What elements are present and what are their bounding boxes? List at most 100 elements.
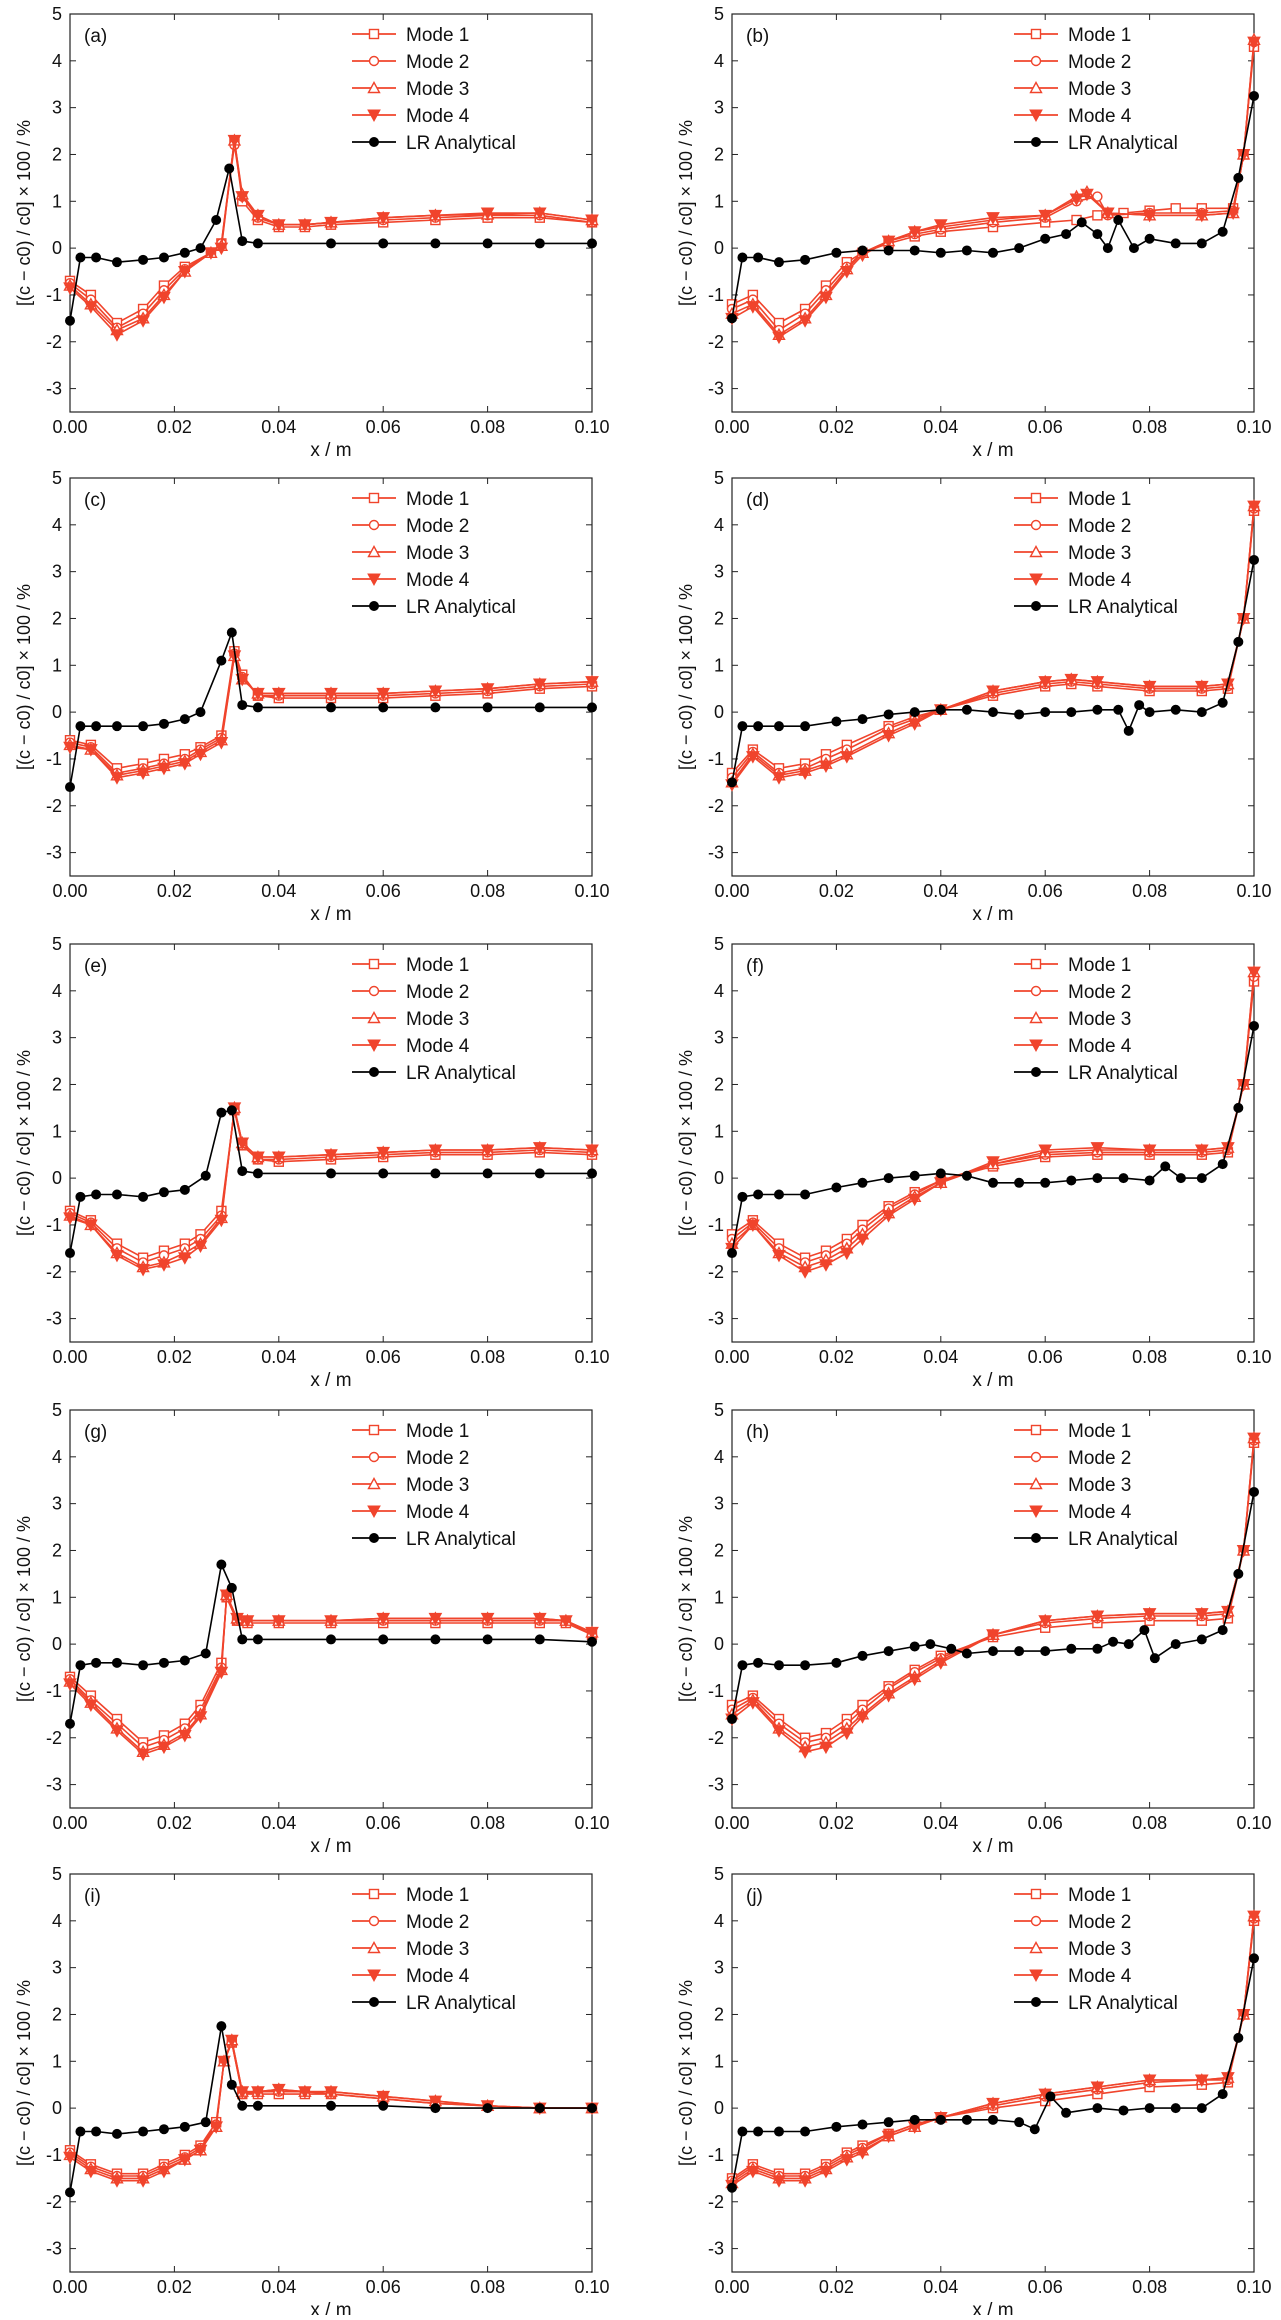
series-line [731,1438,1255,1748]
series-line [731,1918,1255,2182]
data-point [1194,1144,1209,1158]
data-point [1249,1486,1259,1497]
data-point [773,2126,784,2137]
data-point [839,751,854,764]
series-mode-2 [726,1913,1260,2186]
y-tick-label: 5 [714,1400,724,1420]
series-lr-analytical [727,1020,1259,1259]
y-tick-label: 2 [52,144,62,164]
legend-marker [1029,81,1043,94]
data-point [1066,1643,1077,1654]
data-point [1144,1175,1155,1186]
y-tick-label: 5 [714,1864,724,1884]
legend-label: Mode 3 [1068,543,1131,564]
data-point [91,1189,102,1200]
data-point [1196,2103,1207,2114]
series-lr-analytical [65,1105,597,1259]
data-point [772,331,786,345]
data-point [727,313,737,324]
legend-marker [1029,1505,1043,1519]
data-point [84,1219,98,1232]
legend-marker [1030,1424,1042,1436]
data-point [75,1660,86,1671]
series-line [731,1916,1255,2184]
series-mode-3 [63,1588,599,1758]
data-point [1233,636,1244,647]
data-point [532,678,547,692]
data-point [110,1725,124,1738]
legend-label: Mode 4 [1068,106,1132,127]
data-point [1144,707,1155,718]
data-point [324,687,338,701]
y-tick-label: 1 [52,191,62,211]
y-tick-label: 2 [714,608,724,628]
legend: Mode 1 Mode 2 Mode 3 Mode 4 LR Analytical [1014,955,1178,1084]
data-point [1102,243,1113,254]
data-point [1090,2081,1105,2095]
x-tick-label: 0.08 [1132,1813,1167,1833]
data-point [839,1727,854,1741]
x-tick-label: 0.04 [261,1813,296,1833]
data-point [961,1170,972,1181]
data-point [298,219,312,232]
series-lr-analytical [727,1953,1259,2193]
legend-label: Mode 3 [1068,1939,1131,1960]
data-point [532,1142,547,1155]
data-point [798,1266,812,1279]
legend-label: Mode 1 [406,489,469,510]
data-point [252,1634,263,1645]
x-tick-label: 0.02 [157,881,192,901]
data-point [831,2121,842,2132]
data-point [585,214,599,228]
data-point [235,1137,250,1151]
legend: Mode 1 Mode 2 Mode 3 Mode 4 LR Analytical [352,489,516,618]
legend-label: LR Analytical [406,1993,516,2014]
y-tick-label: -2 [46,1728,62,1748]
data-point [1038,1615,1053,1628]
data-point [534,2103,545,2114]
data-point [65,1248,75,1259]
data-point [177,1252,192,1265]
y-tick-label: 3 [714,1494,724,1514]
data-point [482,702,493,713]
legend-label: LR Analytical [1068,1529,1178,1550]
data-point [378,2100,389,2111]
data-point [84,2165,98,2179]
legend-marker [1029,1039,1043,1053]
data-point [857,245,868,256]
data-point [907,718,922,731]
data-point [1170,704,1181,715]
legend: Mode 1 Mode 2 Mode 3 Mode 4 LR Analytical [1014,25,1178,154]
data-point [961,1648,972,1659]
data-point [831,716,842,727]
data-point [240,1615,255,1628]
series-line [731,510,1255,774]
data-point [534,1634,545,1645]
legend-marker [367,1941,381,1954]
y-tick-label: -3 [708,1775,724,1795]
series-line [69,139,593,324]
y-tick-label: 2 [714,1540,724,1560]
x-tick-label: 0.04 [261,2277,296,2297]
data-point [326,1634,336,1645]
panel-label: (i) [84,1886,101,1907]
series-line [69,139,593,336]
data-point [746,1697,760,1710]
x-tick-label: 0.10 [1236,1813,1271,1833]
legend-label: Mode 2 [406,516,469,537]
data-point [252,2100,263,2111]
legend-label: Mode 1 [406,1885,469,1906]
data-point [988,707,998,718]
data-point [177,2154,192,2167]
x-axis-label: x / m [310,2300,351,2315]
data-point [75,721,86,732]
data-point [428,1612,443,1626]
data-point [138,1660,149,1671]
legend-marker [1029,1477,1043,1490]
data-point [737,252,748,263]
x-tick-label: 0.02 [157,2277,192,2297]
data-point [84,301,98,314]
series-mode-1 [726,976,1260,1263]
data-point [110,772,124,785]
x-tick-label: 0.10 [1236,881,1271,901]
